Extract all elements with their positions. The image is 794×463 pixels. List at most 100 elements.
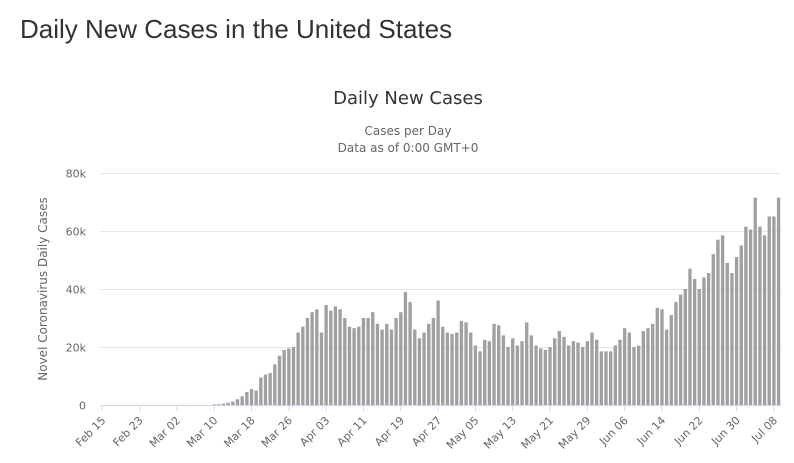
bar[interactable] <box>655 307 659 405</box>
bar[interactable] <box>399 312 403 405</box>
bar[interactable] <box>748 229 753 405</box>
bar[interactable] <box>697 289 701 405</box>
bar[interactable] <box>324 304 328 405</box>
bar[interactable] <box>688 268 692 405</box>
bar[interactable] <box>473 345 478 405</box>
bar[interactable] <box>319 332 324 406</box>
bar[interactable] <box>567 345 571 405</box>
bar[interactable] <box>571 341 576 405</box>
bar[interactable] <box>333 306 338 405</box>
bar[interactable] <box>604 351 608 405</box>
bar[interactable] <box>627 332 631 406</box>
bar[interactable] <box>217 404 221 405</box>
bar[interactable] <box>394 318 398 405</box>
bar[interactable] <box>711 254 715 405</box>
bar[interactable] <box>590 332 594 406</box>
bar[interactable] <box>221 403 226 405</box>
bar[interactable] <box>641 331 645 405</box>
bar[interactable] <box>487 341 492 405</box>
bar[interactable] <box>594 339 599 405</box>
bar[interactable] <box>739 245 743 406</box>
bar[interactable] <box>380 329 384 405</box>
bar[interactable] <box>263 374 268 405</box>
bar[interactable] <box>562 336 566 405</box>
bar[interactable] <box>613 345 617 405</box>
bar[interactable] <box>441 326 445 405</box>
bar[interactable] <box>305 318 310 405</box>
bar[interactable] <box>282 349 286 405</box>
bar[interactable] <box>455 332 459 406</box>
bar[interactable] <box>212 404 216 405</box>
bar[interactable] <box>557 331 562 405</box>
bar[interactable] <box>543 349 548 405</box>
bar[interactable] <box>436 300 440 405</box>
bar[interactable] <box>646 328 650 405</box>
bar[interactable] <box>767 216 771 406</box>
bar[interactable] <box>664 329 669 405</box>
bar[interactable] <box>417 338 422 405</box>
bar[interactable] <box>347 326 352 405</box>
bar[interactable] <box>776 197 781 405</box>
bar[interactable] <box>511 338 515 405</box>
bar[interactable] <box>464 322 468 405</box>
bar[interactable] <box>329 310 333 405</box>
bar[interactable] <box>366 318 370 405</box>
bar[interactable] <box>608 351 613 405</box>
bar[interactable] <box>389 329 394 405</box>
bar[interactable] <box>678 294 683 405</box>
bar[interactable] <box>744 226 748 405</box>
bar[interactable] <box>231 401 235 405</box>
bar[interactable] <box>459 320 464 405</box>
bar[interactable] <box>758 226 762 405</box>
bar[interactable] <box>706 273 711 405</box>
bar[interactable] <box>683 289 687 405</box>
bar[interactable] <box>515 345 520 405</box>
bar[interactable] <box>534 345 538 405</box>
bar[interactable] <box>226 402 230 405</box>
bar[interactable] <box>268 373 272 405</box>
bar[interactable] <box>273 364 277 405</box>
bar[interactable] <box>618 339 622 405</box>
bar[interactable] <box>413 329 417 405</box>
bar[interactable] <box>403 291 408 405</box>
bar[interactable] <box>734 257 739 405</box>
bar[interactable] <box>636 345 641 405</box>
bar[interactable] <box>427 323 431 405</box>
bar[interactable] <box>277 355 282 405</box>
bar[interactable] <box>716 239 720 405</box>
bar[interactable] <box>501 335 506 405</box>
bar[interactable] <box>422 332 426 406</box>
bar[interactable] <box>525 322 529 405</box>
bar[interactable] <box>352 328 356 405</box>
bar[interactable] <box>650 323 655 405</box>
bar[interactable] <box>585 341 590 405</box>
bar[interactable] <box>315 309 319 405</box>
bar[interactable] <box>301 326 305 405</box>
bar[interactable] <box>674 302 678 405</box>
bar[interactable] <box>730 273 734 405</box>
bar[interactable] <box>669 315 673 405</box>
bar[interactable] <box>361 318 366 405</box>
bar[interactable] <box>725 262 729 405</box>
bar[interactable] <box>720 235 725 405</box>
bar[interactable] <box>254 390 258 406</box>
bar[interactable] <box>450 333 454 405</box>
bar[interactable] <box>371 312 375 405</box>
bar[interactable] <box>506 347 510 405</box>
bar[interactable] <box>692 278 697 405</box>
bar[interactable] <box>408 302 412 405</box>
bar[interactable] <box>235 399 240 405</box>
bar[interactable] <box>296 332 300 406</box>
bar[interactable] <box>529 335 534 405</box>
bar[interactable] <box>431 318 436 405</box>
bar[interactable] <box>249 389 254 405</box>
bar[interactable] <box>762 235 767 405</box>
bar[interactable] <box>548 347 552 405</box>
bar[interactable] <box>478 351 482 405</box>
bar[interactable] <box>291 347 296 405</box>
bar[interactable] <box>287 348 291 405</box>
bar[interactable] <box>660 309 664 405</box>
bar[interactable] <box>357 326 361 405</box>
bar[interactable] <box>632 347 636 405</box>
bar[interactable] <box>483 339 487 405</box>
